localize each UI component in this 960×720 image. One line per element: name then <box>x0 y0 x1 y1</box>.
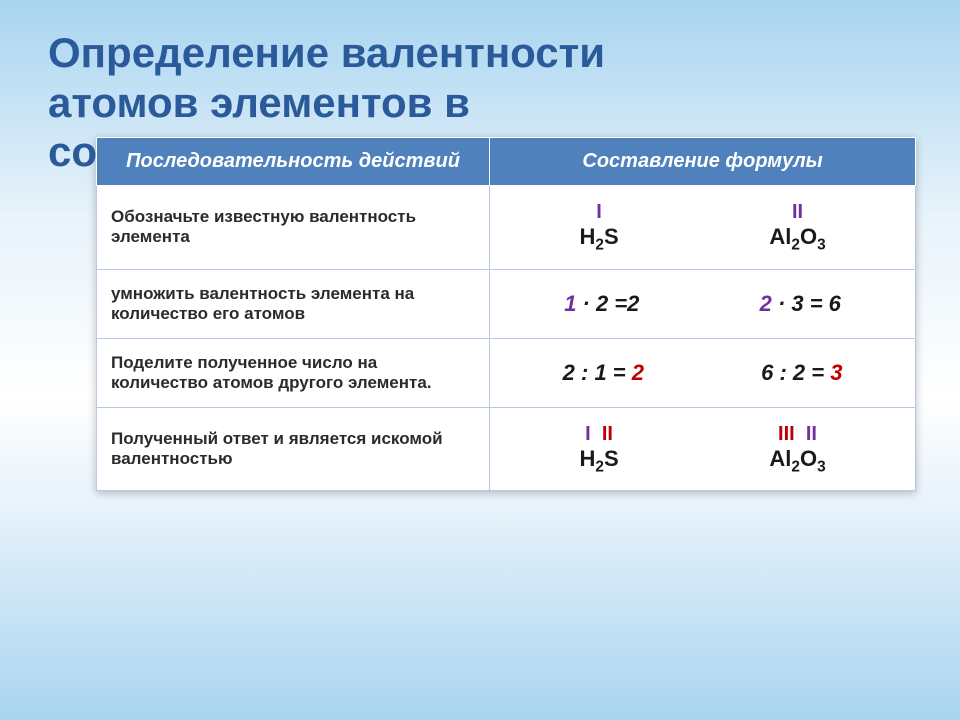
expression: 6 : 2 = 3 <box>761 360 842 386</box>
title-line-2: атомов элементов в <box>48 79 470 126</box>
roman-pair: I II <box>585 422 613 446</box>
roman-pair: III II <box>778 422 817 446</box>
formula-wrap: 1 · 2 =2 2 · 3 = 6 <box>504 291 901 317</box>
table-row: Поделите полученное число на количество … <box>97 338 916 407</box>
formula-cell: 2 : 1 = 2 6 : 2 = 3 <box>490 338 916 407</box>
roman-numeral: II <box>792 200 803 224</box>
action-cell: Поделите полученное число на количество … <box>97 338 490 407</box>
chem-formula: Al2O3 <box>769 446 825 477</box>
expression: 2 : 1 = 2 <box>563 360 644 386</box>
formula-col-2: II Al2O3 <box>769 200 825 255</box>
table-container: Последовательность действий Составление … <box>96 137 916 492</box>
formula-wrap: I II H2S III II Al2O3 <box>504 422 901 477</box>
table-row: Обозначьте известную валентность элемент… <box>97 185 916 269</box>
formula-wrap: 2 : 1 = 2 6 : 2 = 3 <box>504 360 901 386</box>
header-formula: Составление формулы <box>490 137 916 185</box>
formula-col-2: III II Al2O3 <box>769 422 825 477</box>
chem-formula: H2S <box>579 446 618 477</box>
table-header-row: Последовательность действий Составление … <box>97 137 916 185</box>
formula-cell: I H2S II Al2O3 <box>490 185 916 269</box>
formula-wrap: I H2S II Al2O3 <box>504 200 901 255</box>
action-cell: умножить валентность элемента на количес… <box>97 269 490 338</box>
slide-container: Определение валентности атомов элементов… <box>0 0 960 720</box>
title-line-1: Определение валентности <box>48 29 605 76</box>
title-line-3: со <box>48 128 97 175</box>
table-row: умножить валентность элемента на количес… <box>97 269 916 338</box>
formula-col-1: I H2S <box>579 200 618 255</box>
roman-numeral: I <box>596 200 602 224</box>
header-actions: Последовательность действий <box>97 137 490 185</box>
formula-cell: I II H2S III II Al2O3 <box>490 407 916 491</box>
expression: 2 · 3 = 6 <box>760 291 841 317</box>
valency-table: Последовательность действий Составление … <box>96 137 916 492</box>
table-row: Полученный ответ и является искомой вале… <box>97 407 916 491</box>
action-cell: Обозначьте известную валентность элемент… <box>97 185 490 269</box>
chem-formula: Al2O3 <box>769 224 825 255</box>
action-cell: Полученный ответ и является искомой вале… <box>97 407 490 491</box>
expression: 1 · 2 =2 <box>564 291 639 317</box>
formula-cell: 1 · 2 =2 2 · 3 = 6 <box>490 269 916 338</box>
chem-formula: H2S <box>579 224 618 255</box>
formula-col-1: I II H2S <box>579 422 618 477</box>
